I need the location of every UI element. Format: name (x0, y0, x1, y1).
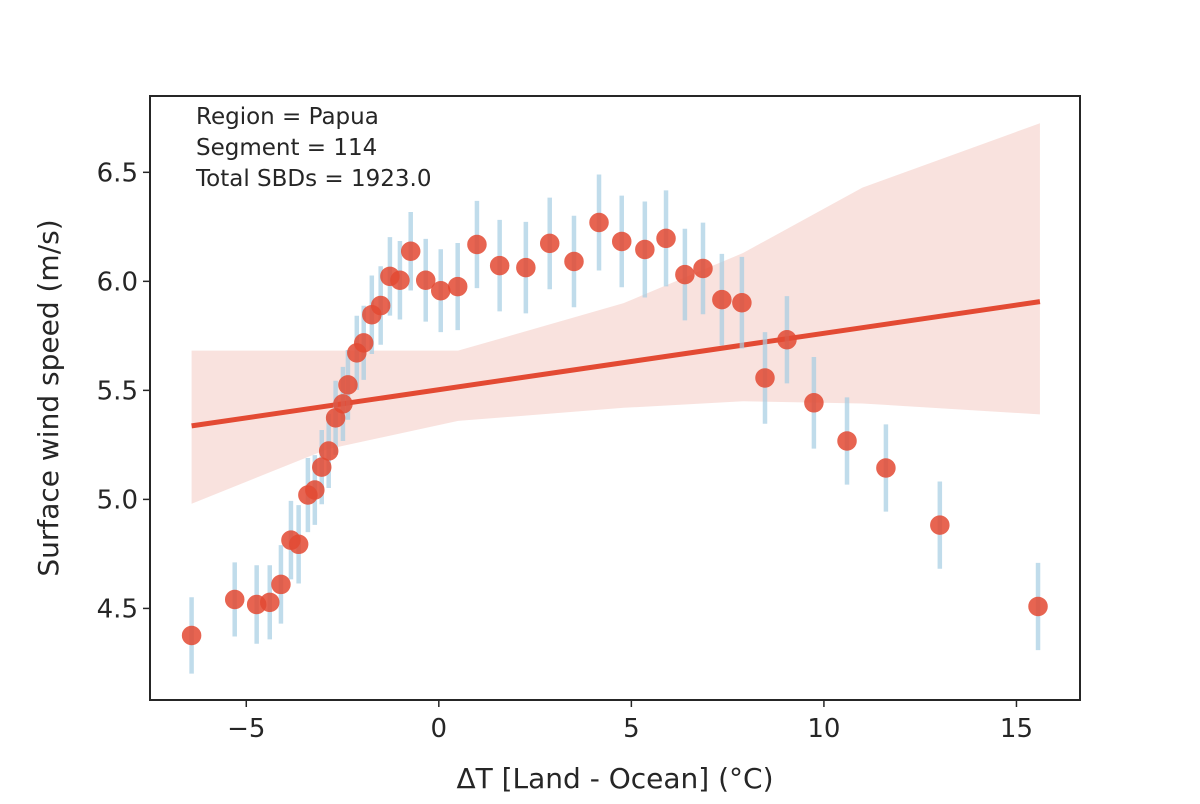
data-point (415, 270, 436, 291)
data-point (467, 234, 487, 255)
data-point (539, 233, 560, 254)
data-point (656, 228, 676, 249)
data-point (370, 295, 391, 316)
x-axis-label: ΔT [Land - Ocean] (°C) (456, 762, 773, 795)
data-point (400, 241, 421, 262)
y-tick-label: 6.5 (97, 158, 138, 188)
data-point (611, 231, 632, 252)
data-point (777, 330, 797, 350)
annotation-region: Region = Papua (196, 104, 379, 130)
data-point (876, 458, 896, 478)
x-tick-label: −5 (227, 714, 265, 744)
y-tick-label: 5.0 (97, 485, 138, 515)
data-point (390, 270, 410, 291)
data-point (489, 255, 510, 276)
y-tick-label: 6.0 (97, 267, 138, 297)
data-point (837, 431, 857, 451)
plot-frame (149, 95, 1081, 701)
data-point (1028, 596, 1048, 617)
data-point (930, 515, 950, 535)
x-tick-label: 15 (1000, 714, 1033, 744)
data-point (755, 368, 775, 388)
data-point (430, 280, 451, 301)
data-point (224, 589, 245, 610)
x-tick-label: 0 (431, 714, 448, 744)
ci-band-layer (191, 123, 1040, 504)
data-point (804, 393, 824, 413)
ticks-layer: −5 0 5 10 15 4.5 5.0 5.5 6.0 6.5 (97, 158, 1033, 744)
data-point (318, 441, 339, 461)
confidence-band (191, 123, 1040, 504)
data-point (312, 457, 332, 477)
y-tick-label: 4.5 (97, 594, 138, 624)
data-point (181, 625, 202, 646)
data-point (589, 212, 609, 233)
points-layer (181, 212, 1048, 646)
data-point (516, 257, 536, 278)
regression-line (191, 299, 1041, 429)
fit-line-layer (191, 299, 1041, 429)
data-point (712, 289, 732, 310)
data-point (305, 480, 325, 500)
data-point (333, 394, 353, 414)
annotation-segment: Segment = 114 (196, 135, 377, 161)
data-point (260, 592, 280, 613)
data-point (353, 333, 374, 353)
annotation-total-sbds: Total SBDs = 1923.0 (195, 166, 431, 192)
data-point (271, 574, 291, 595)
data-point (732, 292, 752, 313)
x-tick-label: 5 (623, 714, 640, 744)
data-point (635, 239, 655, 260)
x-tick-label: 10 (807, 714, 840, 744)
data-point (447, 276, 468, 297)
data-point (564, 251, 584, 272)
y-tick-label: 5.5 (97, 376, 138, 406)
data-point (338, 375, 358, 395)
data-point (675, 264, 695, 285)
y-axis-label: Surface wind speed (m/s) (32, 219, 65, 576)
data-point (693, 258, 713, 279)
data-point (288, 534, 309, 555)
